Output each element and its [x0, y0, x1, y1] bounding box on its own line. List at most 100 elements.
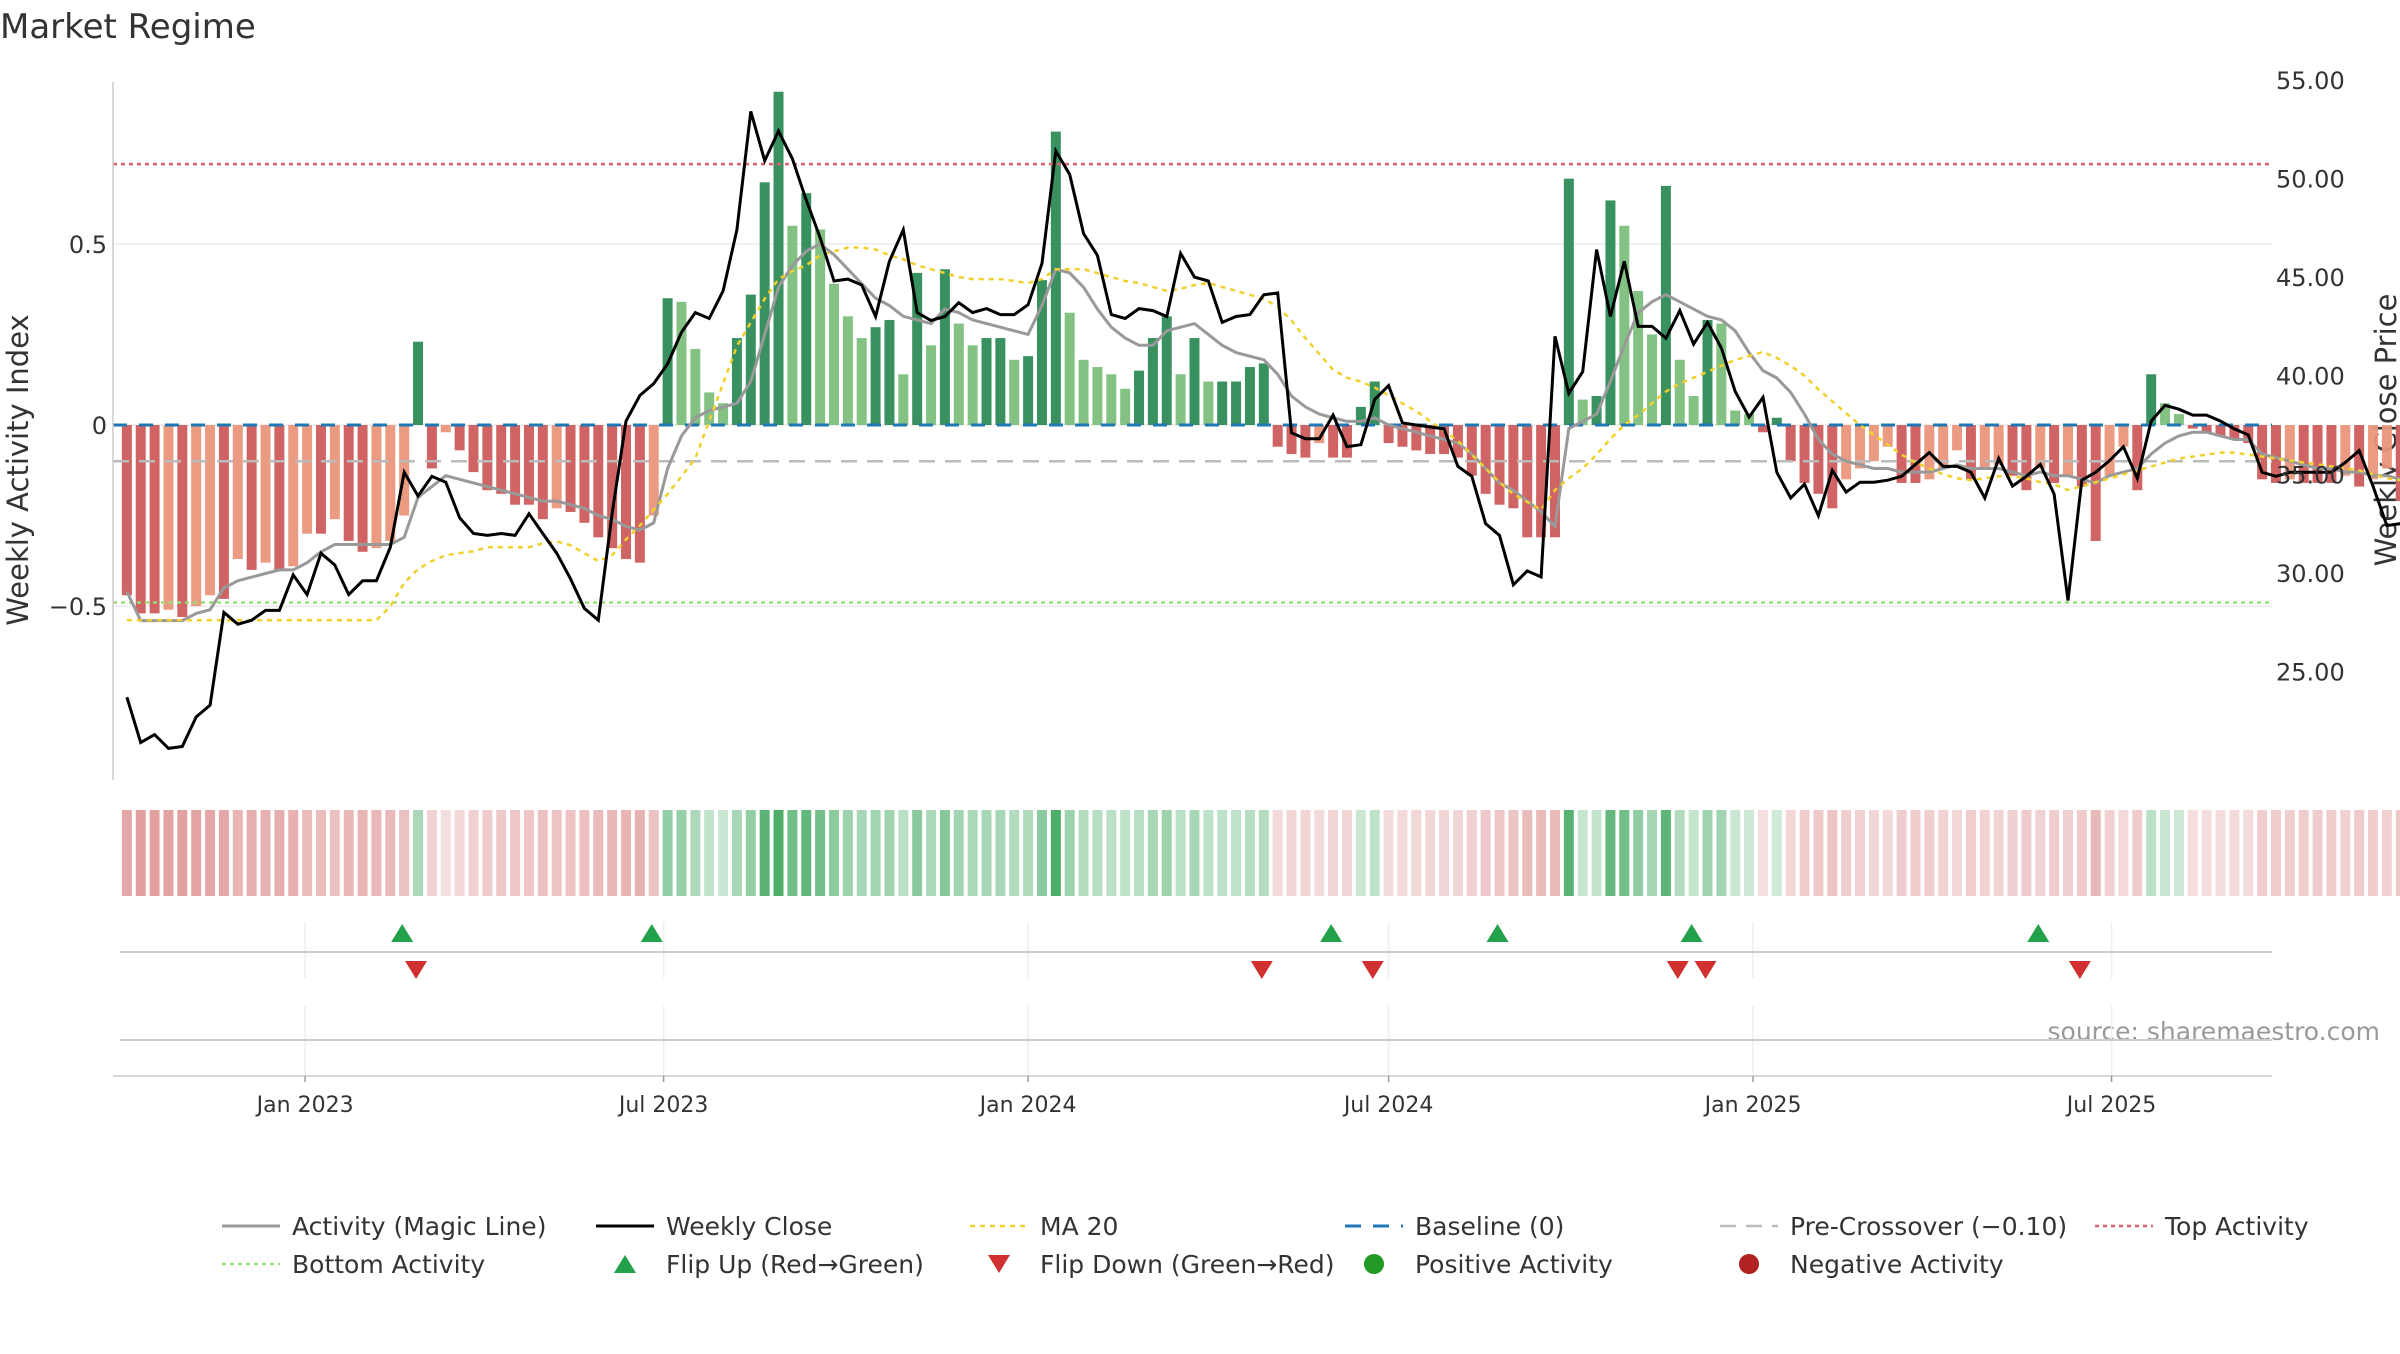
activity-bar: [2160, 403, 2171, 425]
right-tick-label: 35.00: [2276, 461, 2345, 489]
left-axis-label: Weekly Activity Index: [1, 314, 35, 625]
activity-bar: [1896, 425, 1907, 483]
activity-bar: [898, 374, 909, 425]
regime-strip-cell: [1411, 810, 1422, 896]
activity-bar: [440, 425, 451, 433]
activity-bar: [773, 91, 784, 426]
activity-bar: [676, 301, 687, 425]
regime-strip-cell: [1064, 810, 1075, 896]
activity-bar: [718, 403, 729, 425]
regime-strip-cell: [2229, 810, 2240, 896]
regime-strip-cell: [1078, 810, 1089, 896]
regime-strip-cell: [953, 810, 964, 896]
activity-bar: [1244, 367, 1255, 425]
activity-bar: [634, 425, 645, 563]
regime-strip-cell: [1189, 810, 1200, 896]
regime-strip-cell: [621, 810, 632, 896]
activity-bar: [191, 425, 202, 607]
regime-strip-cell: [1647, 810, 1658, 896]
activity-bar: [260, 425, 271, 563]
activity-bar: [413, 341, 424, 425]
activity-bar: [121, 425, 132, 596]
activity-bar: [218, 425, 229, 599]
activity-bar: [745, 294, 756, 425]
activity-bar: [315, 425, 326, 534]
regime-strip-cell: [1882, 810, 1893, 896]
activity-bar: [2146, 374, 2157, 425]
regime-strip-cell: [2395, 810, 2400, 896]
activity-bar: [1480, 425, 1491, 494]
activity-bar: [1563, 178, 1574, 425]
activity-bar: [1730, 410, 1741, 425]
flip-up-marker: [2027, 924, 2050, 942]
activity-bar: [343, 425, 354, 541]
legend-label: Flip Up (Red→Green): [666, 1250, 924, 1279]
regime-strip-cell: [2284, 810, 2295, 896]
activity-bar: [2104, 425, 2115, 476]
regime-strip-cell: [1577, 810, 1588, 896]
activity-bar: [426, 425, 437, 469]
regime-strip-cell: [135, 810, 146, 896]
activity-bar: [1494, 425, 1505, 505]
activity-bar: [1841, 425, 1852, 480]
legend-label: Positive Activity: [1415, 1250, 1613, 1279]
regime-strip-cell: [121, 810, 132, 896]
activity-bar: [1231, 381, 1242, 425]
activity-bar: [2215, 425, 2226, 436]
activity-bar: [828, 283, 839, 425]
regime-strip-cell: [1314, 810, 1325, 896]
regime-strip-cell: [967, 810, 978, 896]
activity-bar: [2049, 425, 2060, 483]
ma20-series: [126, 246, 2400, 622]
activity-bar: [1855, 425, 1865, 469]
regime-strip-cell: [1355, 810, 1366, 896]
right-tick-label: 50.00: [2276, 165, 2345, 193]
regime-strip-cell: [302, 810, 313, 896]
regime-strip-cell: [510, 810, 521, 896]
activity-bar: [2395, 425, 2400, 502]
regime-strip-cell: [1979, 810, 1990, 896]
right-tick-label: 30.00: [2276, 560, 2345, 588]
activity-bar: [1258, 363, 1269, 425]
regime-strip-cell: [1508, 810, 1519, 896]
activity-bar: [1785, 425, 1796, 462]
flip-up-marker: [1486, 924, 1509, 942]
activity-bar: [1633, 290, 1644, 425]
regime-strip-cell: [163, 810, 174, 896]
regime-strip-cell: [468, 810, 479, 896]
regime-strip-cell: [1827, 810, 1838, 896]
flip-down-marker: [1250, 961, 1273, 979]
activity-bar: [1314, 425, 1325, 444]
regime-strip-cell: [870, 810, 881, 896]
flip-down-marker: [1361, 961, 1384, 979]
activity-bar: [149, 425, 160, 614]
activity-bar: [2118, 425, 2129, 447]
activity-bar: [1411, 425, 1422, 451]
activity-bar: [953, 323, 964, 425]
magic-line-series: [125, 242, 2400, 623]
regime-strip-cell: [2146, 810, 2157, 896]
activity-bar: [690, 348, 701, 425]
source-label: source: sharemaestro.com: [2048, 1017, 2381, 1046]
activity-bar: [926, 345, 937, 425]
activity-bar: [2368, 425, 2379, 480]
legend-label: Pre-Crossover (−0.10): [1790, 1212, 2067, 1241]
weekly-close-series: [125, 110, 2400, 750]
activity-bar: [1328, 425, 1339, 458]
activity-bar: [593, 425, 604, 538]
regime-strip-cell: [1036, 810, 1047, 896]
activity-bar: [135, 425, 146, 614]
regime-strip-cell: [2312, 810, 2323, 896]
activity-bar: [565, 425, 576, 512]
flip-up-marker: [1320, 924, 1343, 942]
activity-bar: [357, 425, 368, 552]
activity-bar: [1549, 425, 1560, 538]
regime-strip-cell: [884, 810, 895, 896]
legend-item-ma20: MA 20: [970, 1212, 1118, 1241]
legend-label: Top Activity: [2164, 1212, 2309, 1241]
regime-strip-cell: [939, 810, 950, 896]
regime-strip-cell: [523, 810, 534, 896]
legend-item-top: Top Activity: [2095, 1212, 2309, 1241]
legend-swatch: [614, 1255, 636, 1273]
